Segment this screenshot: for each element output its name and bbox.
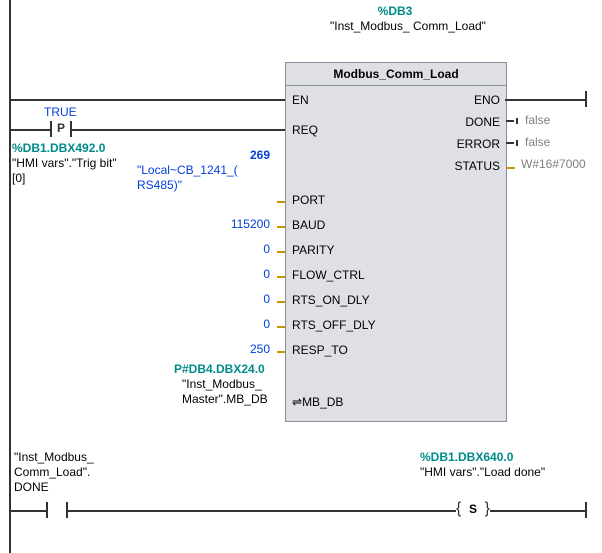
pin-tick [277, 301, 285, 303]
pin-tick [277, 276, 285, 278]
coil-address: %DB1.DBX640.0 [420, 450, 513, 465]
rtsondly-value: 0 [263, 292, 270, 307]
done-value: false [525, 113, 550, 128]
wire-r2-end [585, 502, 587, 518]
pin-tick [277, 251, 285, 253]
function-block-title: Modbus_Comm_Load [286, 63, 506, 86]
pin-rtsondly: RTS_ON_DLY [292, 293, 370, 307]
instance-db-name: %DB3 [330, 4, 460, 19]
wire-req-a [11, 129, 50, 131]
pin-tick [507, 167, 515, 169]
pin-respto: RESP_TO [292, 343, 348, 357]
baud-value: 115200 [231, 217, 270, 232]
no-contact [46, 502, 68, 518]
error-value: false [525, 135, 550, 150]
wire-r2-b [68, 510, 456, 512]
mbdb-address: P#DB4.DBX24.0 [174, 362, 265, 377]
pin-error: ERROR [457, 137, 500, 151]
pin-mbdb: ⇌MB_DB [292, 395, 343, 409]
wire-en [11, 99, 285, 101]
pin-tick [277, 226, 285, 228]
done-stub [506, 120, 514, 122]
pin-tick [277, 351, 285, 353]
pin-port: PORT [292, 193, 325, 207]
wire-eno-end [585, 91, 587, 107]
coil-symbol: "HMI vars"."Load done" [420, 465, 560, 480]
respto-value: 250 [250, 342, 270, 357]
error-stub [506, 142, 514, 144]
positive-edge-contact: P [50, 121, 72, 137]
port-value-sym: "Local~CB_1241_( RS485)" [137, 163, 272, 193]
set-coil: { S } [456, 502, 490, 520]
pin-en: EN [292, 93, 309, 107]
pin-status: STATUS [454, 159, 500, 173]
pin-parity: PARITY [292, 243, 334, 257]
pin-tick [277, 326, 285, 328]
p-contact-symbol: "HMI vars"."Trig bit"[0] [12, 156, 122, 186]
pin-baud: BAUD [292, 218, 325, 232]
rtsoffdly-value: 0 [263, 317, 270, 332]
flowctrl-value: 0 [263, 267, 270, 282]
pin-req: REQ [292, 123, 318, 137]
pin-tick [277, 201, 285, 203]
pin-done: DONE [465, 115, 500, 129]
function-block: Modbus_Comm_Load EN REQ PORT BAUD PARITY… [285, 62, 507, 422]
pin-rtsoffdly: RTS_OFF_DLY [292, 318, 376, 332]
port-value-num: 269 [250, 148, 270, 163]
pin-flowctrl: FLOW_CTRL [292, 268, 365, 282]
ladder-network-canvas: { "instance": { "db": "%DB3", "name": "\… [0, 0, 602, 553]
left-power-rail [9, 0, 11, 553]
instance-symbolic-name: "Inst_Modbus_ Comm_Load" [330, 19, 460, 34]
mbdb-symbol: "Inst_Modbus_ Master".MB_DB [182, 377, 282, 407]
req-operand-true: TRUE [44, 105, 77, 120]
p-contact-address: %DB1.DBX492.0 [12, 141, 105, 156]
wire-req-b [72, 129, 285, 131]
rung2-left-symbol: "Inst_Modbus_ Comm_Load". DONE [14, 450, 124, 495]
parity-value: 0 [263, 242, 270, 257]
status-value: W#16#7000 [521, 157, 586, 172]
pin-eno: ENO [474, 93, 500, 107]
wire-eno [505, 99, 585, 101]
wire-r2-a [11, 510, 46, 512]
wire-r2-c [490, 510, 585, 512]
